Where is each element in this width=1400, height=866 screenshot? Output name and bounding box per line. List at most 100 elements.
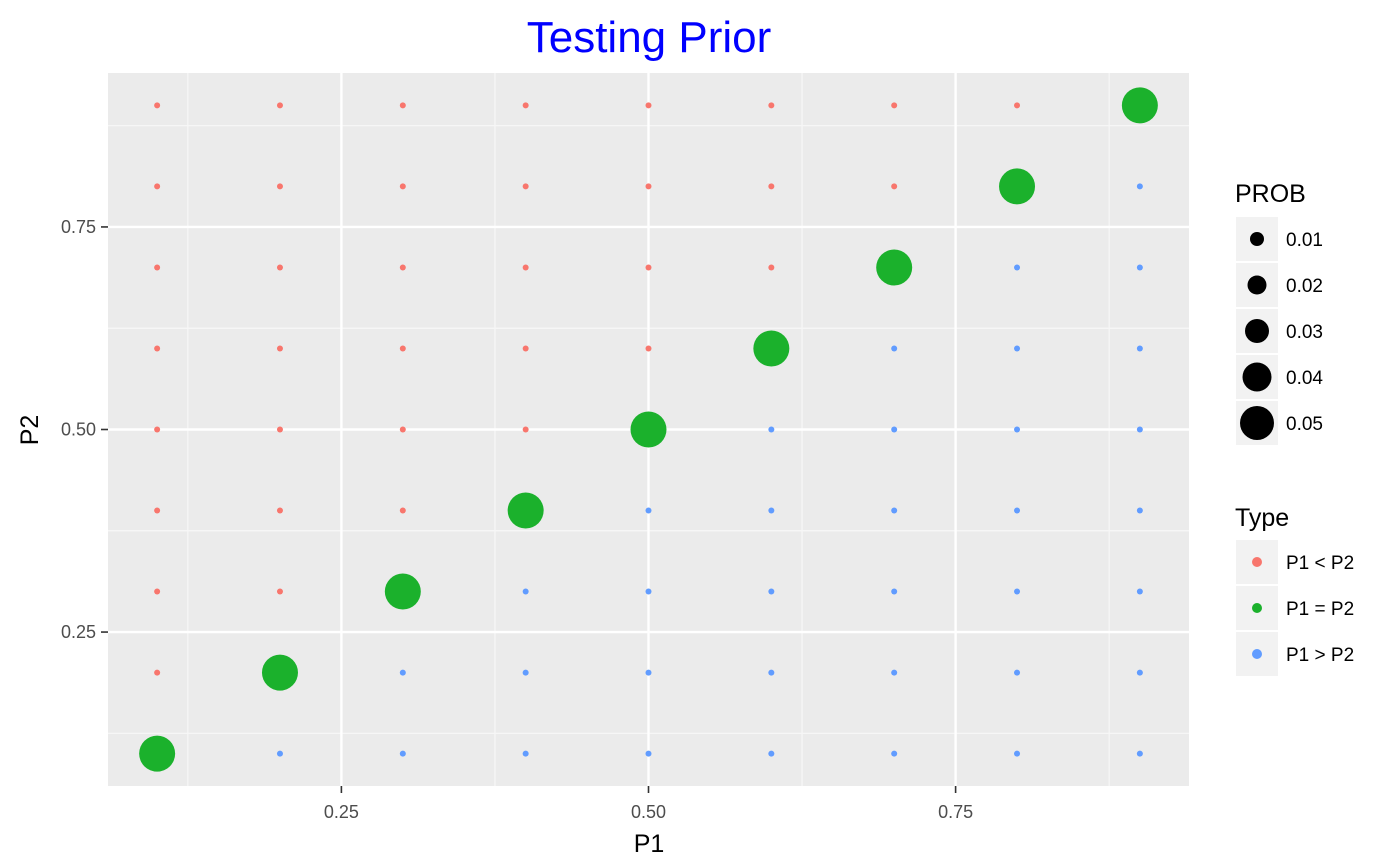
- data-point: [154, 183, 161, 190]
- data-point: [1014, 588, 1021, 595]
- data-point: [1014, 669, 1021, 676]
- legend-type-swatch: [1252, 557, 1262, 567]
- data-point: [276, 183, 283, 190]
- y-tick-label: 0.75: [61, 217, 96, 237]
- data-point: [768, 588, 775, 595]
- data-point: [384, 573, 421, 610]
- data-point: [1136, 507, 1143, 514]
- data-point: [645, 507, 652, 514]
- data-point: [154, 426, 161, 433]
- data-point: [1014, 507, 1021, 514]
- data-point: [753, 330, 790, 367]
- x-tick-label: 0.50: [631, 802, 666, 822]
- data-point: [768, 669, 775, 676]
- chart-title: Testing Prior: [527, 13, 772, 62]
- data-point: [276, 102, 283, 109]
- data-point: [154, 264, 161, 271]
- data-point: [645, 264, 652, 271]
- x-axis-title: P1: [634, 830, 665, 858]
- data-point: [891, 588, 898, 595]
- data-point: [1136, 345, 1143, 352]
- data-point: [522, 426, 529, 433]
- data-point: [645, 588, 652, 595]
- legend-prob-label: 0.05: [1286, 414, 1323, 435]
- data-point: [522, 345, 529, 352]
- legend-prob-label: 0.02: [1286, 276, 1323, 297]
- data-point: [630, 411, 667, 448]
- data-point: [876, 249, 913, 286]
- data-point: [139, 735, 176, 772]
- data-point: [276, 426, 283, 433]
- legend-prob-title: PROB: [1235, 180, 1306, 208]
- data-point: [276, 345, 283, 352]
- data-point: [891, 669, 898, 676]
- data-point: [399, 264, 406, 271]
- data-point: [1121, 87, 1158, 124]
- data-point: [891, 750, 898, 757]
- data-point: [1014, 264, 1021, 271]
- legend-prob-swatch: [1240, 406, 1274, 440]
- data-point: [399, 183, 406, 190]
- legend-type-swatch: [1252, 603, 1262, 613]
- legend-type-label: P1 = P2: [1286, 599, 1354, 620]
- data-point: [1014, 750, 1021, 757]
- data-point: [891, 426, 898, 433]
- data-point: [999, 168, 1036, 205]
- data-point: [154, 102, 161, 109]
- data-point: [154, 669, 161, 676]
- data-point: [1136, 750, 1143, 757]
- data-point: [1014, 345, 1021, 352]
- legend-prob-label: 0.03: [1286, 322, 1323, 343]
- data-point: [522, 669, 529, 676]
- legend-prob-swatch: [1245, 319, 1269, 343]
- data-point: [399, 750, 406, 757]
- data-point: [154, 507, 161, 514]
- legend-prob-swatch: [1242, 362, 1272, 392]
- legend-prob: PROB 0.01 0.02 0.03 0.04 0.05: [1235, 180, 1323, 445]
- data-point: [399, 345, 406, 352]
- data-point: [399, 507, 406, 514]
- legend-prob-label: 0.04: [1286, 368, 1323, 389]
- data-point: [522, 102, 529, 109]
- data-point: [522, 264, 529, 271]
- legend-prob-label: 0.01: [1286, 230, 1323, 251]
- legend-prob-swatch: [1247, 275, 1267, 295]
- legend-type: Type P1 < P2 P1 = P2 P1 > P2: [1235, 504, 1354, 676]
- data-point: [768, 102, 775, 109]
- data-point: [768, 750, 775, 757]
- x-tick-label: 0.75: [938, 802, 973, 822]
- y-tick-label: 0.50: [61, 420, 96, 440]
- x-tick-label: 0.25: [324, 802, 359, 822]
- data-points: [139, 87, 1158, 772]
- data-point: [645, 750, 652, 757]
- data-point: [276, 588, 283, 595]
- legend-type-label: P1 > P2: [1286, 645, 1354, 666]
- data-point: [1014, 426, 1021, 433]
- y-axis-title: P2: [16, 415, 44, 446]
- data-point: [507, 492, 544, 529]
- data-point: [1136, 183, 1143, 190]
- data-point: [276, 507, 283, 514]
- data-point: [399, 669, 406, 676]
- data-point: [891, 345, 898, 352]
- data-point: [768, 264, 775, 271]
- data-point: [522, 750, 529, 757]
- legend-type-swatch: [1252, 649, 1262, 659]
- x-axis: 0.25 0.50 0.75: [324, 786, 973, 822]
- data-point: [522, 183, 529, 190]
- data-point: [399, 426, 406, 433]
- data-point: [891, 183, 898, 190]
- data-point: [261, 654, 298, 691]
- data-point: [1136, 264, 1143, 271]
- data-point: [645, 102, 652, 109]
- data-point: [399, 102, 406, 109]
- data-point: [1014, 102, 1021, 109]
- data-point: [891, 102, 898, 109]
- data-point: [1136, 669, 1143, 676]
- data-point: [522, 588, 529, 595]
- data-point: [645, 669, 652, 676]
- legend-type-title: Type: [1235, 504, 1289, 532]
- data-point: [768, 426, 775, 433]
- data-point: [1136, 426, 1143, 433]
